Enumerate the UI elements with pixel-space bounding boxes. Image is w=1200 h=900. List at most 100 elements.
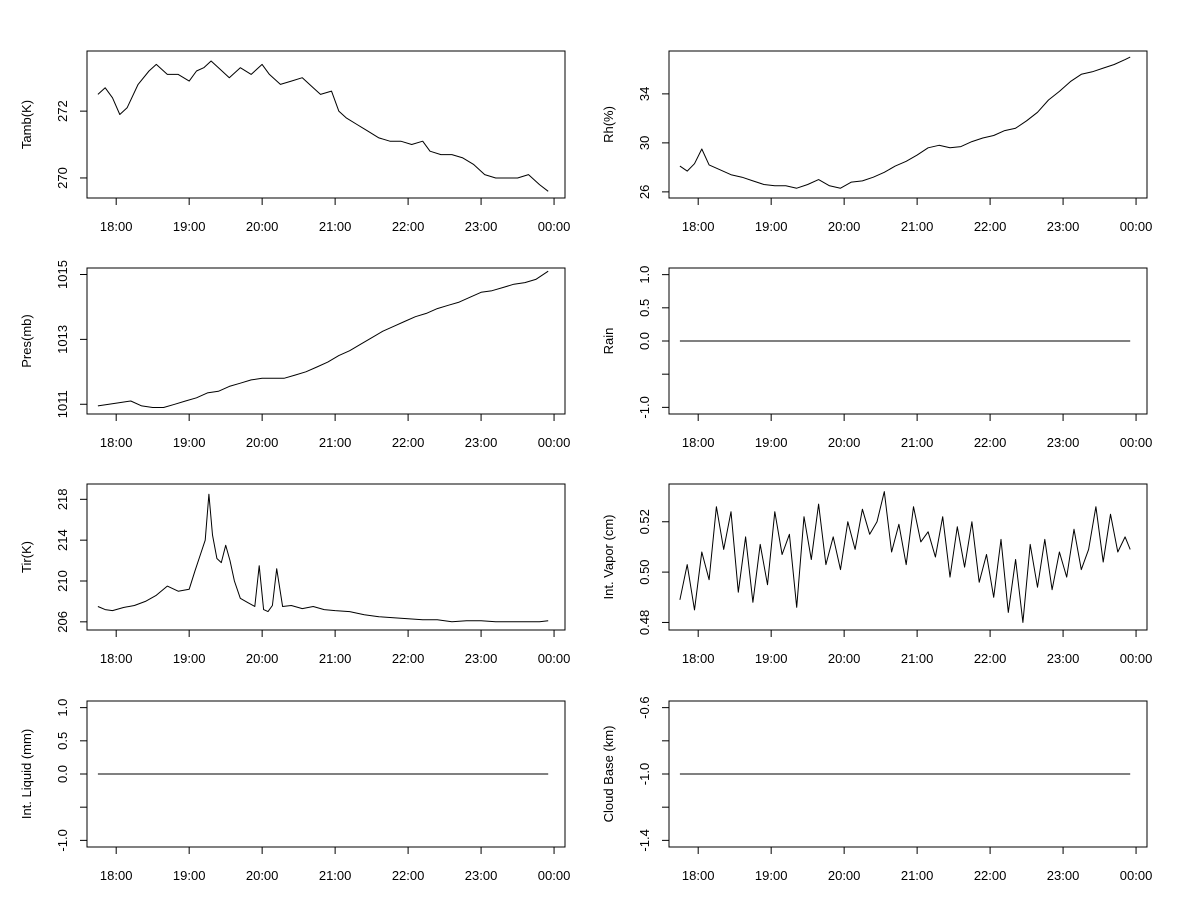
x-tick-label: 21:00 (319, 435, 352, 450)
y-tick-label: 30 (637, 136, 652, 150)
x-tick-label: 19:00 (755, 219, 788, 234)
chart-panel-8: 18:00 19:00 20:00 21:00 22:00 23:00 00:00 -1.4 -… (601, 696, 1152, 883)
x-tick-label: 19:00 (755, 651, 788, 666)
y-axis-label: Cloud Base (km) (601, 726, 616, 823)
x-tick-label: 20:00 (246, 651, 279, 666)
y-tick-label: 0.0 (637, 332, 652, 350)
x-tick-label: 18:00 (100, 435, 133, 450)
plot-frame (668, 50, 1148, 199)
x-tick-label: 20:00 (828, 435, 861, 450)
x-tick-label: 22:00 (974, 435, 1007, 450)
x-tick-label: 19:00 (173, 219, 206, 234)
y-tick-label: 34 (637, 87, 652, 101)
y-tick-label: 0.0 (55, 765, 70, 783)
y-tick-label: 1.0 (637, 266, 652, 284)
x-tick-label: 00:00 (538, 219, 571, 234)
x-tick-label: 22:00 (974, 651, 1007, 666)
x-tick-label: 22:00 (974, 868, 1007, 883)
x-tick-label: 23:00 (1047, 219, 1080, 234)
chart-panel-6: 18:00 19:00 20:00 21:00 22:00 23:00 00:00 0.48 0… (601, 483, 1153, 666)
x-tick-label: 18:00 (100, 219, 133, 234)
x-tick-label: 18:00 (100, 651, 133, 666)
x-tick-label: 18:00 (682, 868, 715, 883)
y-axis-label: Int. Vapor (cm) (601, 514, 616, 599)
y-axis-label: Pres(mb) (19, 314, 34, 367)
x-tick-label: 21:00 (319, 651, 352, 666)
y-tick-label: 0.5 (637, 299, 652, 317)
y-tick-label: -0.6 (637, 696, 652, 718)
x-tick-label: 23:00 (1047, 868, 1080, 883)
x-tick-label: 00:00 (1120, 868, 1153, 883)
y-tick-label: 214 (55, 529, 70, 551)
x-tick-label: 22:00 (392, 219, 425, 234)
x-tick-label: 21:00 (901, 868, 934, 883)
series-line-1 (97, 493, 549, 623)
x-tick-label: 19:00 (755, 435, 788, 450)
x-tick-label: 18:00 (682, 651, 715, 666)
x-tick-label: 23:00 (1047, 435, 1080, 450)
x-tick-label: 20:00 (246, 435, 279, 450)
y-tick-label: 270 (55, 167, 70, 189)
y-tick-label: -1.0 (637, 763, 652, 785)
x-tick-label: 23:00 (465, 219, 498, 234)
x-tick-label: 20:00 (246, 219, 279, 234)
x-tick-label: 18:00 (682, 435, 715, 450)
x-tick-label: 19:00 (755, 868, 788, 883)
y-tick-label: 1013 (55, 325, 70, 354)
series-line-1 (97, 270, 549, 408)
x-tick-label: 21:00 (319, 868, 352, 883)
y-tick-label: 206 (55, 611, 70, 633)
x-tick-label: 18:00 (682, 219, 715, 234)
x-tick-label: 00:00 (1120, 651, 1153, 666)
x-tick-label: 21:00 (901, 435, 934, 450)
y-tick-label: 26 (637, 185, 652, 199)
chart-panel-7: 18:00 19:00 20:00 21:00 22:00 23:00 00:00 -1.0 0… (19, 699, 570, 883)
series-line-1 (679, 56, 1131, 189)
series-line-1 (679, 491, 1131, 623)
chart-panel-5: 18:00 19:00 20:00 21:00 22:00 23:00 00:00 206 21… (19, 483, 570, 666)
x-tick-label: 23:00 (465, 435, 498, 450)
y-axis-label: Rh(%) (601, 106, 616, 143)
series-line-1 (97, 60, 549, 192)
x-tick-label: 22:00 (392, 435, 425, 450)
x-tick-label: 20:00 (828, 868, 861, 883)
y-axis-label: Tir(K) (19, 541, 34, 573)
plot-frame (668, 483, 1148, 631)
y-tick-label: 1011 (55, 390, 70, 418)
y-tick-label: -1.0 (637, 396, 652, 418)
x-tick-label: 22:00 (392, 651, 425, 666)
plot-frame (86, 267, 566, 415)
x-tick-label: 00:00 (538, 435, 571, 450)
x-tick-label: 23:00 (465, 651, 498, 666)
x-tick-label: 19:00 (173, 435, 206, 450)
y-tick-label: 218 (55, 488, 70, 510)
chart-panel-2: 18:00 19:00 20:00 21:00 22:00 23:00 00:00 26 30 3… (601, 50, 1153, 234)
x-tick-label: 22:00 (392, 868, 425, 883)
y-axis-label: Rain (601, 328, 616, 355)
x-tick-label: 19:00 (173, 868, 206, 883)
y-tick-label: 272 (55, 100, 70, 122)
x-tick-label: 21:00 (319, 219, 352, 234)
y-tick-label: 0.48 (637, 610, 652, 635)
x-tick-label: 20:00 (828, 651, 861, 666)
plot-frame (86, 483, 566, 631)
y-tick-label: 210 (55, 570, 70, 592)
chart-panel-1: 18:00 19:00 20:00 21:00 22:00 23:00 00:00 270 27… (19, 50, 571, 234)
x-tick-label: 18:00 (100, 868, 133, 883)
x-tick-label: 20:00 (828, 219, 861, 234)
plot-frame (86, 50, 566, 199)
y-tick-label: 1.0 (55, 699, 70, 717)
y-tick-label: -1.4 (637, 829, 652, 851)
chart-panel-3: 18:00 19:00 20:00 21:00 22:00 23:00 00:00 1011 1… (19, 260, 570, 450)
x-tick-label: 00:00 (1120, 435, 1153, 450)
y-tick-label: 0.50 (637, 559, 652, 584)
y-axis-label: Int. Liquid (mm) (19, 729, 34, 819)
x-tick-label: 00:00 (1120, 219, 1153, 234)
y-tick-label: 0.52 (637, 509, 652, 534)
x-tick-label: 22:00 (974, 219, 1007, 234)
x-tick-label: 23:00 (1047, 651, 1080, 666)
x-tick-label: 21:00 (901, 219, 934, 234)
y-tick-label: 1015 (55, 260, 70, 289)
x-tick-label: 20:00 (246, 868, 279, 883)
